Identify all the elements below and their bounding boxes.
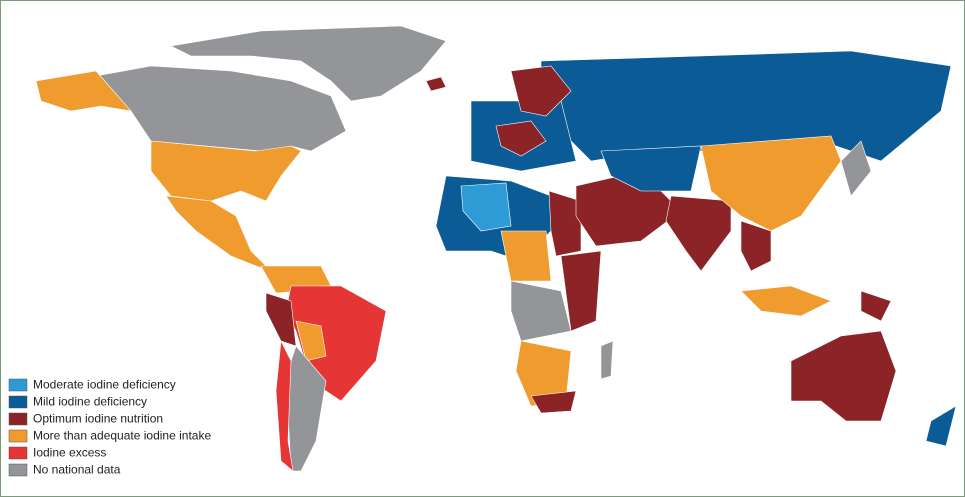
scandinavia bbox=[510, 65, 572, 117]
legend-label: Iodine excess bbox=[33, 446, 106, 460]
central-asia bbox=[600, 145, 702, 192]
madagascar bbox=[600, 340, 614, 380]
central-europe bbox=[495, 120, 547, 157]
southeast-asia bbox=[740, 220, 772, 272]
legend-label: Mild iodine deficiency bbox=[33, 395, 147, 409]
legend: Moderate iodine deficiency Mild iodine de… bbox=[8, 378, 211, 477]
algeria bbox=[460, 182, 512, 232]
india bbox=[665, 195, 732, 272]
legend-label: More than adequate iodine intake bbox=[33, 429, 211, 443]
chile bbox=[275, 339, 294, 472]
legend-swatch bbox=[8, 463, 28, 477]
iceland bbox=[425, 76, 447, 92]
bolivia bbox=[295, 320, 327, 362]
japan bbox=[840, 140, 872, 197]
canada bbox=[95, 65, 347, 152]
east-africa bbox=[560, 250, 602, 332]
egypt-sudan bbox=[548, 190, 582, 257]
legend-label: No national data bbox=[33, 463, 121, 477]
indonesia bbox=[740, 285, 832, 317]
peru bbox=[265, 292, 297, 347]
australia bbox=[790, 330, 897, 422]
legend-swatch bbox=[8, 446, 28, 460]
legend-label: Optimum iodine nutrition bbox=[33, 412, 163, 426]
countries bbox=[35, 25, 957, 472]
central-africa bbox=[500, 230, 552, 282]
legend-swatch bbox=[8, 378, 28, 392]
congo bbox=[510, 280, 572, 342]
china bbox=[700, 135, 842, 232]
legend-label: Moderate iodine deficiency bbox=[33, 378, 176, 392]
greenland bbox=[170, 25, 447, 102]
legend-swatch bbox=[8, 395, 28, 409]
legend-swatch bbox=[8, 412, 28, 426]
usa bbox=[150, 140, 302, 202]
papua bbox=[860, 290, 892, 322]
south-africa bbox=[530, 390, 577, 414]
legend-swatch bbox=[8, 429, 28, 443]
alaska bbox=[35, 70, 132, 112]
mexico bbox=[165, 195, 272, 272]
new-zealand bbox=[925, 405, 957, 447]
